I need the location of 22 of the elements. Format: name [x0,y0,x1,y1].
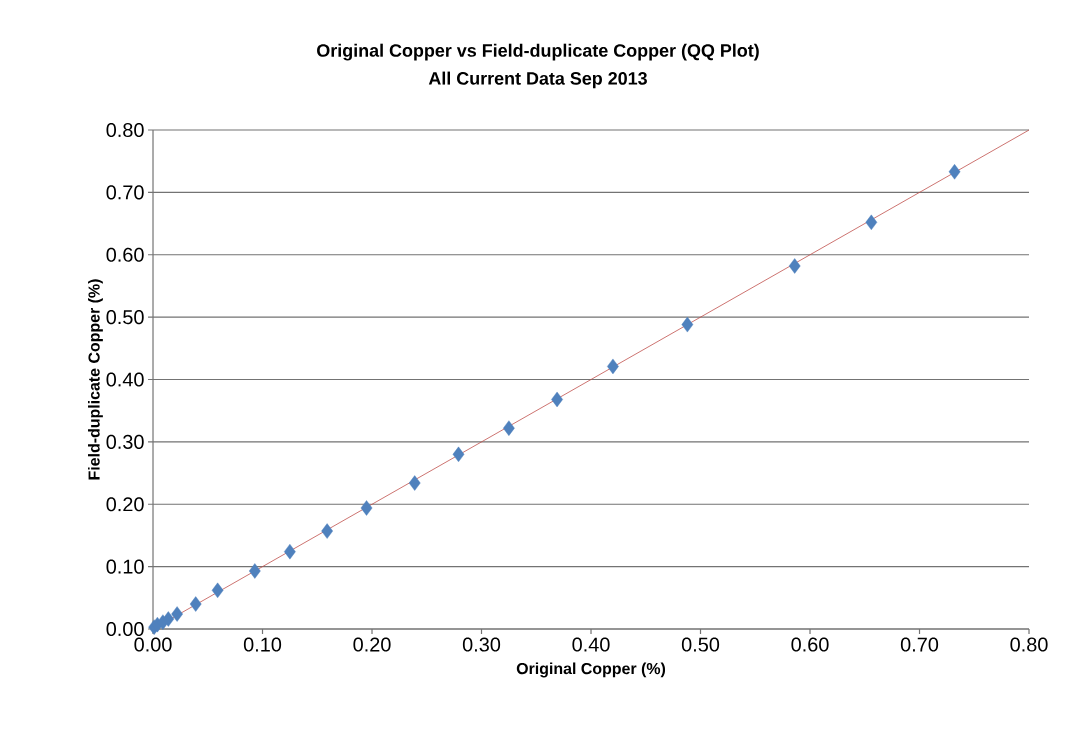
chart-title: Original Copper vs Field-duplicate Copper (QQ Plot) [317,43,759,61]
x-tick-label: 0.60 [791,637,829,652]
y-tick-label: 0.60 [106,247,144,262]
x-tick-label: 0.20 [353,637,391,652]
y-tick-label: 0.30 [106,434,144,449]
x-tick-label: 0.50 [681,637,720,652]
y-tick-label: 0.50 [106,310,144,325]
x-tick-label: 0.70 [900,637,939,652]
y-tick-label: 0.00 [106,621,144,637]
x-tick-label: 0.80 [1010,637,1048,652]
x-tick-label: 0.00 [134,637,172,652]
y-axis-title: Field-duplicate Copper (%) [88,279,103,480]
y-tick-label: 0.80 [106,122,144,138]
y-tick-label: 0.70 [106,185,144,200]
y-tick-label: 0.20 [106,497,144,512]
x-tick-label: 0.10 [243,637,282,652]
chart-subtitle: All Current Data Sep 2013 [428,71,647,89]
y-tick-label: 0.40 [106,372,144,387]
x-axis-title: Original Copper (%) [516,662,666,678]
x-tick-label: 0.30 [462,637,501,652]
y-tick-label: 0.10 [106,559,144,574]
x-tick-label: 0.40 [572,637,610,652]
